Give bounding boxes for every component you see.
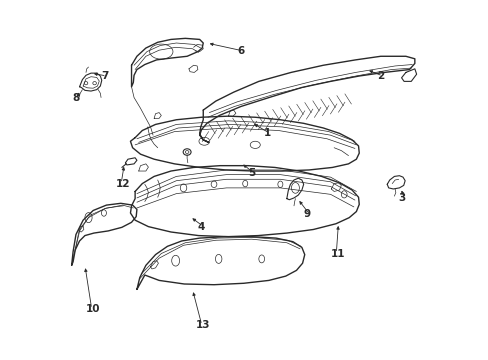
- Text: 11: 11: [330, 248, 345, 258]
- Text: 10: 10: [86, 304, 101, 314]
- Text: 12: 12: [115, 179, 130, 189]
- Text: 7: 7: [101, 71, 108, 81]
- Text: 5: 5: [247, 168, 255, 178]
- Text: 6: 6: [237, 46, 244, 56]
- Text: 13: 13: [196, 320, 210, 330]
- Text: 2: 2: [376, 71, 384, 81]
- Text: 1: 1: [264, 129, 271, 138]
- Text: 3: 3: [398, 193, 405, 203]
- Text: 4: 4: [198, 222, 205, 231]
- Text: 9: 9: [303, 209, 310, 219]
- Text: 8: 8: [72, 93, 80, 103]
